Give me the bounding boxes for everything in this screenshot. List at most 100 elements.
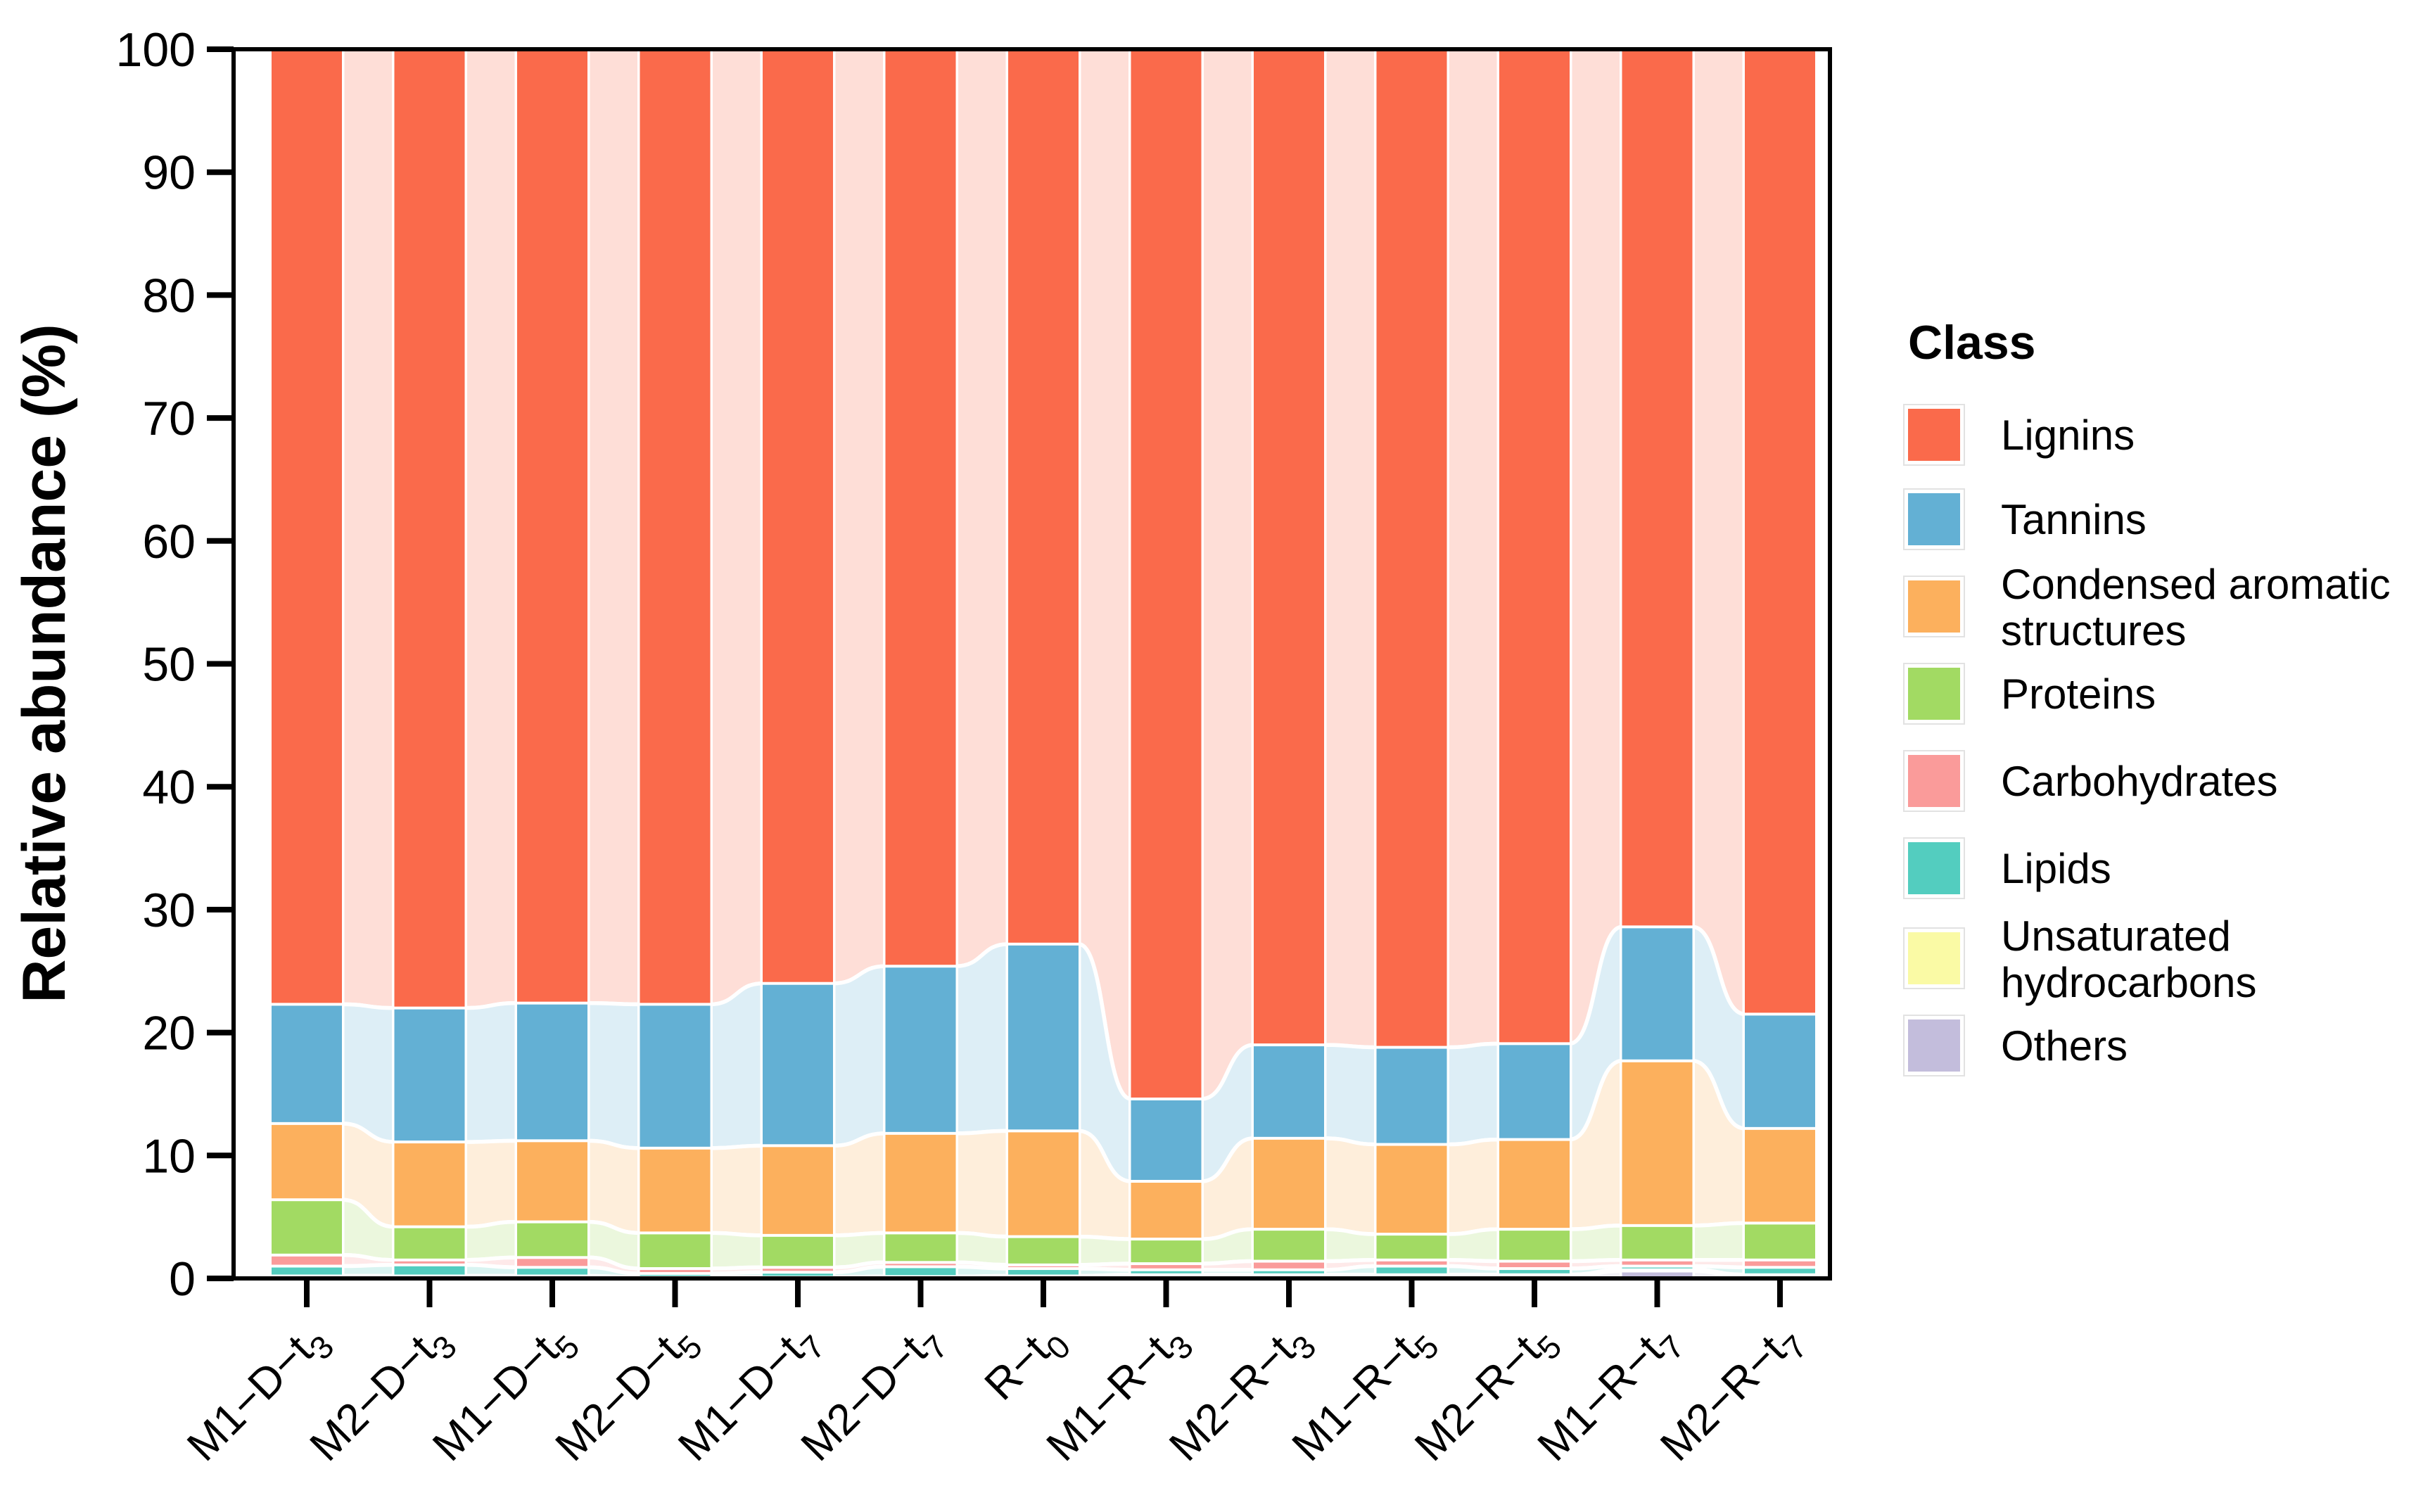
bar-segment-proteins: [1131, 1240, 1202, 1263]
bar-segment-others: [1622, 1272, 1693, 1278]
bar-segment-carbohydrates: [1008, 1266, 1079, 1268]
y-tick-label: 30: [142, 884, 196, 937]
bar-segment-tannins: [1622, 928, 1693, 1060]
bar-segment-lipids: [272, 1267, 342, 1275]
bar-segment-condensed-aromatic-structures: [394, 1143, 465, 1226]
bar-segment-condensed-aromatic-structures: [272, 1124, 342, 1199]
bar-segment-lignins: [394, 49, 465, 1007]
legend-item-label: Carbohydrates: [2001, 758, 2278, 805]
flow-ribbon-proteins: [1322, 1227, 1379, 1264]
flow-ribbon-lignins: [1444, 47, 1501, 1050]
bar-segment-proteins: [763, 1236, 833, 1266]
bar-segment-carbohydrates: [517, 1259, 587, 1266]
bar-segment-lipids: [1131, 1271, 1202, 1273]
bar-segment-condensed-aromatic-structures: [1622, 1062, 1693, 1224]
y-axis-title: Relative abundance (%): [11, 324, 78, 1003]
bar-segment-tannins: [1254, 1046, 1324, 1137]
legend-item-label: Tannins: [2001, 496, 2147, 543]
bar-segment-tannins: [1745, 1015, 1815, 1127]
flow-ribbon-proteins: [1444, 1227, 1501, 1264]
bar-segment-proteins: [517, 1223, 587, 1257]
y-tick-label: 0: [169, 1252, 196, 1306]
bar-segment-tannins: [272, 1005, 342, 1122]
y-tick-label: 10: [142, 1129, 196, 1183]
legend-key-swatch: [1908, 409, 1960, 461]
flow-ribbon-proteins: [462, 1219, 519, 1262]
bar-segment-condensed-aromatic-structures: [1376, 1145, 1447, 1233]
bar-segment-tannins: [1008, 945, 1079, 1130]
bar-segment-lignins: [640, 49, 711, 1003]
bar-segment-lignins: [1745, 49, 1815, 1013]
flow-ribbon-lignins: [1322, 47, 1379, 1050]
legend-item-condensed-aromatic-structures: Condensed aromatic structures: [1903, 561, 2391, 654]
bar-segment-condensed-aromatic-structures: [1745, 1129, 1815, 1222]
bar-segment-carbohydrates: [1376, 1261, 1447, 1265]
bar-segment-proteins: [1008, 1238, 1079, 1264]
bar-segment-proteins: [1376, 1235, 1447, 1259]
legend-item-label: Others: [2001, 1022, 2128, 1069]
bar-segment-lignins: [885, 49, 956, 965]
bar-segment-carbohydrates: [1131, 1265, 1202, 1269]
bar-segment-condensed-aromatic-structures: [763, 1147, 833, 1234]
flow-ribbon-condensed-aromatic-structures: [585, 1138, 642, 1235]
bar-segment-lipids: [1008, 1270, 1079, 1275]
bar-segment-condensed-aromatic-structures: [1254, 1139, 1324, 1228]
flow-ribbon-lignins: [1568, 47, 1625, 1046]
bar-segment-lipids: [1622, 1267, 1693, 1269]
bar-segment-lignins: [272, 49, 342, 1003]
flow-ribbon-tannins: [462, 1000, 519, 1144]
bar-segment-lignins: [517, 49, 587, 1002]
bar-segment-lipids: [1745, 1269, 1815, 1273]
bar-segment-tannins: [1131, 1100, 1202, 1180]
flow-ribbon-lignins: [831, 47, 888, 986]
bar-segment-tannins: [640, 1005, 711, 1147]
x-tick-label: M2−D−t7: [792, 1314, 955, 1476]
flow-ribbon-tannins: [953, 942, 1010, 1136]
flow-ribbon-tannins: [708, 981, 765, 1150]
legend-item-lignins: Lignins: [1903, 404, 2135, 466]
bar-segment-carbohydrates: [640, 1270, 711, 1273]
bar-segment-carbohydrates: [1254, 1262, 1324, 1269]
y-tick-label: 70: [142, 392, 196, 445]
bar-segment-condensed-aromatic-structures: [1499, 1141, 1570, 1228]
legend-key-swatch: [1908, 932, 1960, 984]
bar-segment-lignins: [1131, 49, 1202, 1098]
x-tick-label: R−t0: [976, 1314, 1078, 1416]
flow-ribbon-condensed-aromatic-structures: [1444, 1137, 1501, 1236]
flow-ribbon-proteins: [1690, 1221, 1747, 1262]
bar-segment-proteins: [885, 1234, 956, 1262]
bar-segment-lignins: [1008, 49, 1079, 943]
bar-segment-condensed-aromatic-structures: [1131, 1182, 1202, 1238]
y-tick-label: 50: [142, 638, 196, 692]
legend-item-label: Condensed aromatic structures: [2001, 561, 2391, 654]
flow-ribbon-tannins: [831, 964, 888, 1148]
y-tick-label: 90: [142, 146, 196, 200]
legend-item-carbohydrates: Carbohydrates: [1903, 750, 2278, 812]
y-tick-label: 60: [142, 515, 196, 568]
bar-segment-lipids: [394, 1266, 465, 1275]
bar-segment-proteins: [1254, 1231, 1324, 1260]
legend-title: Class: [1908, 316, 2035, 369]
legend-key-swatch: [1908, 493, 1960, 545]
bar-segment-condensed-aromatic-structures: [1008, 1132, 1079, 1235]
bar-segment-tannins: [1376, 1048, 1447, 1143]
flow-ribbon-lignins: [462, 47, 519, 1010]
bar-segment-tannins: [394, 1009, 465, 1141]
legend-item-label: Proteins: [2001, 671, 2156, 718]
bar-segment-tannins: [885, 967, 956, 1132]
flow-ribbon-lignins: [1076, 47, 1133, 1101]
flow-ribbon-tannins: [585, 1000, 642, 1150]
y-tick-label: 100: [116, 23, 196, 77]
legend-item-others: Others: [1903, 1015, 2128, 1076]
bar-segment-proteins: [1622, 1226, 1693, 1259]
bar-segment-lipids: [1499, 1270, 1570, 1273]
flow-ribbon-lignins: [1690, 47, 1747, 1017]
bar-segment-lignins: [763, 49, 833, 982]
bar-segment-condensed-aromatic-structures: [640, 1149, 711, 1232]
bar-segment-carbohydrates: [1622, 1261, 1693, 1265]
bar-segment-lignins: [1499, 49, 1570, 1043]
flow-ribbon-condensed-aromatic-structures: [1322, 1136, 1379, 1236]
legend-key-swatch: [1908, 1019, 1960, 1072]
